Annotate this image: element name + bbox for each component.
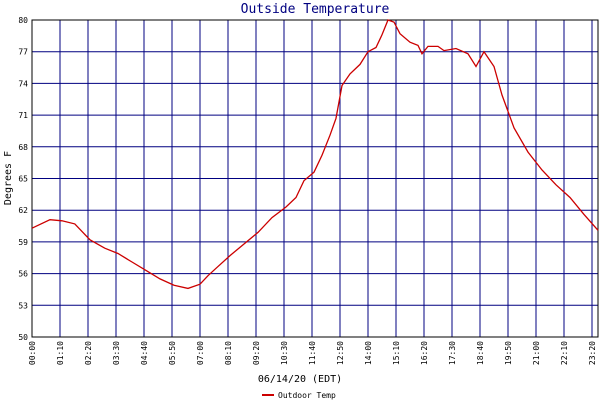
legend-label: Outdoor Temp — [278, 391, 336, 400]
y-tick-label: 56 — [18, 270, 28, 279]
x-tick-label: 22:10 — [560, 341, 569, 365]
x-tick-label: 17:30 — [448, 341, 457, 365]
y-tick-label: 77 — [18, 48, 28, 57]
x-tick-label: 18:40 — [476, 341, 485, 365]
x-axis-label: 06/14/20 (EDT) — [258, 374, 342, 385]
x-tick-label: 03:30 — [112, 341, 121, 365]
x-tick-label: 01:10 — [56, 341, 65, 365]
x-tick-label: 04:40 — [140, 341, 149, 365]
y-tick-label: 62 — [18, 206, 28, 215]
y-tick-label: 53 — [18, 301, 28, 310]
x-tick-label: 10:30 — [280, 341, 289, 365]
x-tick-label: 09:20 — [252, 341, 261, 365]
x-tick-label: 21:00 — [532, 341, 541, 365]
y-tick-label: 65 — [18, 175, 28, 184]
x-tick-label: 11:40 — [308, 341, 317, 365]
x-tick-label: 16:20 — [420, 341, 429, 365]
y-tick-label: 50 — [18, 333, 28, 342]
y-tick-label: 80 — [18, 16, 28, 25]
x-tick-label: 15:10 — [392, 341, 401, 365]
y-tick-label: 68 — [18, 143, 28, 152]
y-tick-label: 59 — [18, 238, 28, 247]
y-tick-label: 74 — [18, 79, 28, 88]
y-axis-label: Degrees F — [3, 151, 14, 205]
x-tick-label: 02:20 — [84, 341, 93, 365]
x-tick-label: 23:20 — [588, 341, 597, 365]
x-tick-label: 00:00 — [28, 341, 37, 365]
chart-title: Outside Temperature — [241, 2, 390, 17]
x-tick-label: 07:00 — [196, 341, 205, 365]
x-tick-label: 08:10 — [224, 341, 233, 365]
x-tick-label: 12:50 — [336, 341, 345, 365]
x-tick-label: 14:00 — [364, 341, 373, 365]
plot-border — [31, 19, 599, 338]
data-line — [31, 19, 599, 290]
x-tick-label: 19:50 — [504, 341, 513, 365]
y-tick-label: 71 — [18, 111, 28, 120]
x-tick-label: 05:50 — [168, 341, 177, 365]
